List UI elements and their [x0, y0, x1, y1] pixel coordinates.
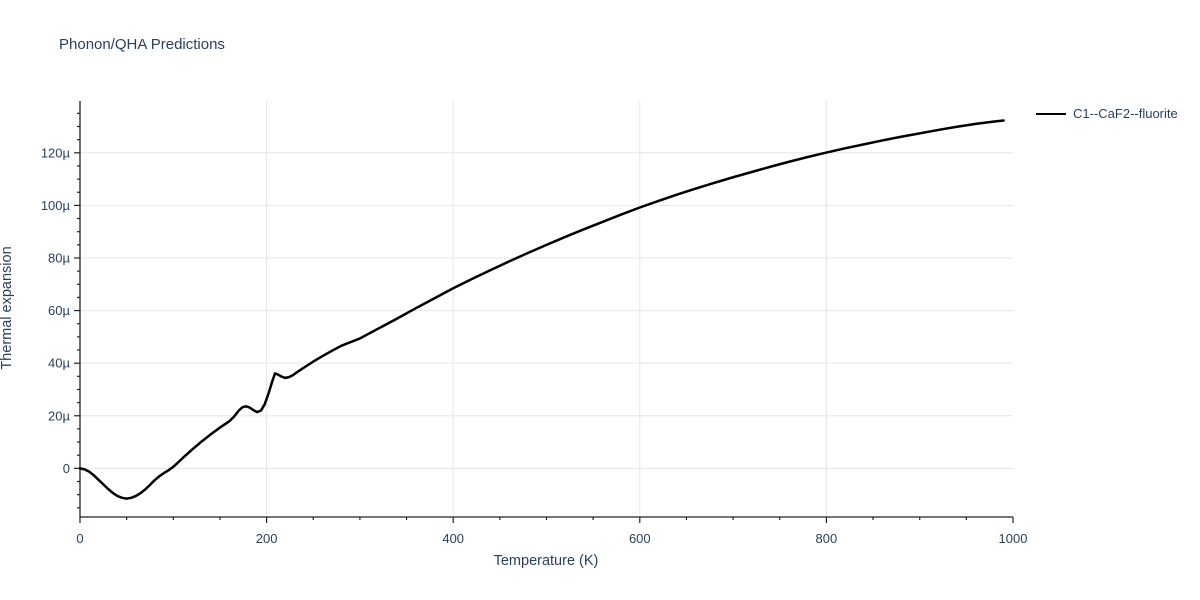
y-tick-label: 20µ	[48, 408, 70, 423]
x-tick-label: 600	[629, 531, 651, 546]
y-tick-label: 60µ	[48, 303, 70, 318]
y-tick-label: 120µ	[41, 145, 71, 160]
y-tick-label: 40µ	[48, 356, 70, 371]
legend-line-swatch	[1036, 112, 1066, 115]
x-tick-label: 400	[442, 531, 464, 546]
x-tick-label: 0	[76, 531, 83, 546]
legend[interactable]: C1--CaF2--fluorite	[1036, 106, 1178, 121]
x-tick-label: 800	[816, 531, 838, 546]
chart-title: Phonon/QHA Predictions	[59, 36, 225, 53]
axes	[79, 101, 1013, 518]
x-tick-label: 200	[256, 531, 278, 546]
gridlines	[80, 101, 1013, 517]
x-axis-title: Temperature (K)	[493, 553, 599, 569]
x-tick-label: 1000	[999, 531, 1028, 546]
legend-series-label: C1--CaF2--fluorite	[1073, 106, 1178, 121]
y-tick-label: 0	[63, 461, 70, 476]
ticks	[74, 112, 1014, 523]
series-curve	[78, 119, 1005, 500]
y-tick-label: 100µ	[41, 198, 71, 213]
tick-labels: 0 200 400 600 800 1000 0 20µ 40µ 60µ 80µ 100µ 120µ	[41, 145, 1028, 546]
y-axis-title: Thermal expansion	[0, 246, 15, 370]
y-tick-label: 80µ	[48, 250, 70, 265]
